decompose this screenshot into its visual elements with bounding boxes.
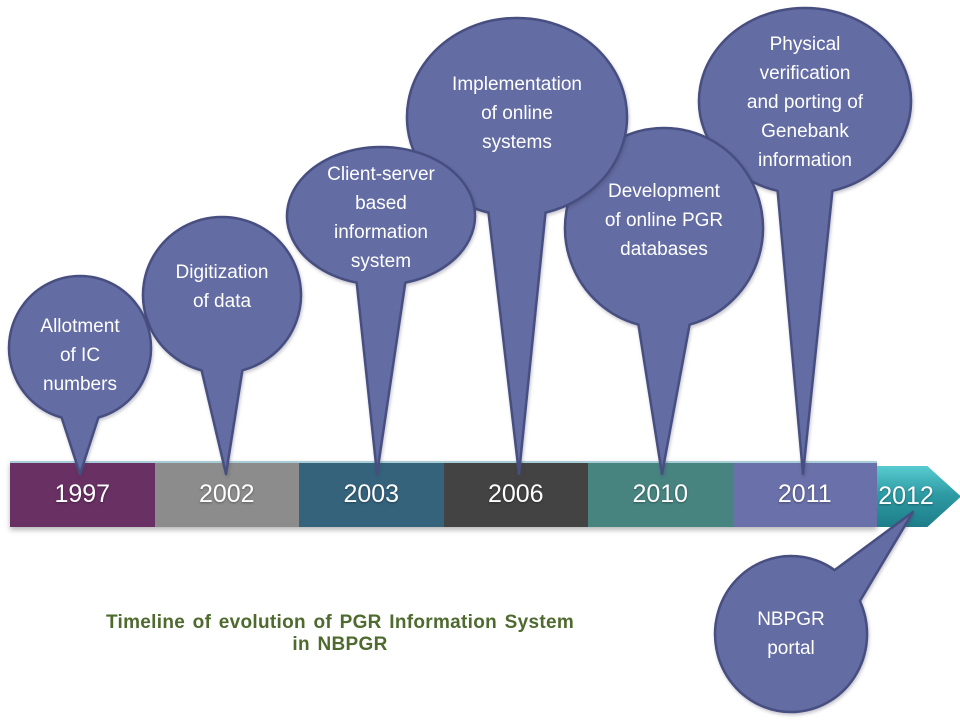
year-label-2003: 2003 xyxy=(343,480,400,508)
timeline-segment-2011: 2011 xyxy=(732,463,877,527)
timeline-segment-2003: 2003 xyxy=(299,463,444,527)
timeline-arrow-2012: 2012 xyxy=(877,466,960,527)
timeline-bar: 1997 2002 2003 2006 2010 2011 xyxy=(10,461,877,527)
balloon-label-nbpgr-portal: NBPGR portal xyxy=(757,609,825,659)
timeline-segment-2006: 2006 xyxy=(443,463,588,527)
year-label-2006: 2006 xyxy=(487,480,544,508)
balloon-label-development-pgr: Development of online PGR databases xyxy=(604,181,724,260)
year-label-2002: 2002 xyxy=(198,480,255,508)
balloon-shape-digitization xyxy=(141,215,303,476)
timeline-segment-1997: 1997 xyxy=(10,463,155,527)
year-label-2012: 2012 xyxy=(878,482,934,510)
balloon-label-physical-verification: Physical verification and porting of Gen… xyxy=(746,34,864,171)
timeline-segment-2010: 2010 xyxy=(588,463,733,527)
balloon-label-digitization: Digitization of data xyxy=(175,262,269,312)
year-label-2010: 2010 xyxy=(632,480,689,508)
balloon-label-client-server: Client-server based information system xyxy=(327,164,435,272)
timeline-segment-2002: 2002 xyxy=(154,463,299,527)
year-label-2011: 2011 xyxy=(777,480,832,508)
slide-caption: Timeline of evolution of PGR Information… xyxy=(105,612,575,655)
balloon-label-implementation: Implementation of online systems xyxy=(452,74,582,153)
year-label-1997: 1997 xyxy=(54,480,111,508)
balloon-label-allotment-ic: Allotment of IC numbers xyxy=(40,316,120,395)
